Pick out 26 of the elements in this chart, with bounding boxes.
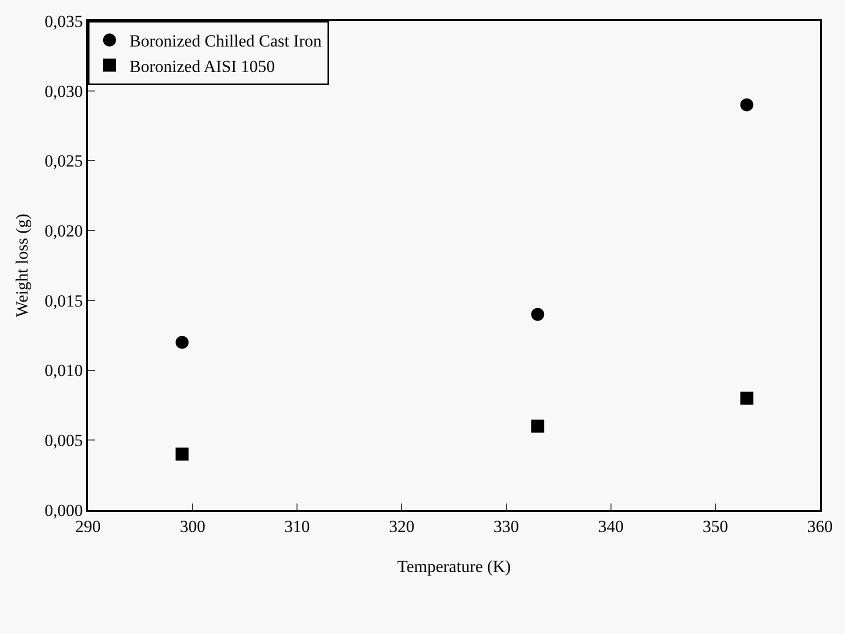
point [531, 420, 544, 433]
y-tick-label: 0,025 [44, 152, 83, 171]
x-tick-label: 330 [494, 517, 520, 536]
y-tick-label: 0,020 [44, 222, 83, 241]
y-tick-label: 0,035 [44, 12, 83, 31]
point [531, 308, 544, 321]
x-tick-label: 320 [388, 517, 414, 536]
x-tick-label: 290 [75, 517, 101, 536]
y-tick-label: 0,000 [44, 500, 83, 520]
y-tick-label: 0,010 [44, 361, 83, 380]
x-tick-label: 340 [598, 517, 624, 536]
legend-label: Boronized Chilled Cast Iron [130, 32, 322, 51]
x-tick-label: 300 [180, 517, 206, 536]
x-tick-label: 360 [807, 517, 833, 536]
y-axis-title: Weight loss (g) [12, 214, 32, 318]
point [176, 448, 189, 461]
y-tick-label: 0,015 [44, 291, 83, 310]
point [740, 98, 754, 112]
point [176, 336, 189, 349]
point [740, 392, 754, 405]
y-tick-label: 0,005 [44, 431, 83, 450]
y-tick-label: 0,030 [44, 82, 83, 101]
x-axis-title: Temperature (K) [397, 557, 511, 576]
x-tick-label: 310 [284, 517, 310, 536]
legend-label: Boronized AISI 1050 [130, 56, 275, 76]
x-tick-label: 350 [702, 517, 728, 536]
